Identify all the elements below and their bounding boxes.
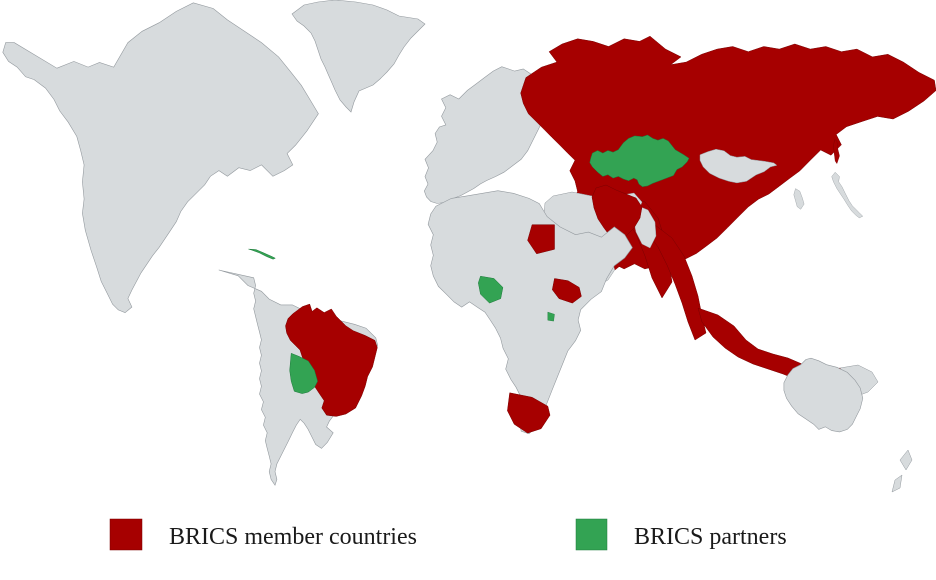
svg-text:BRICS partners: BRICS partners	[634, 524, 787, 550]
svg-text:BRICS member countries: BRICS member countries	[169, 524, 417, 550]
